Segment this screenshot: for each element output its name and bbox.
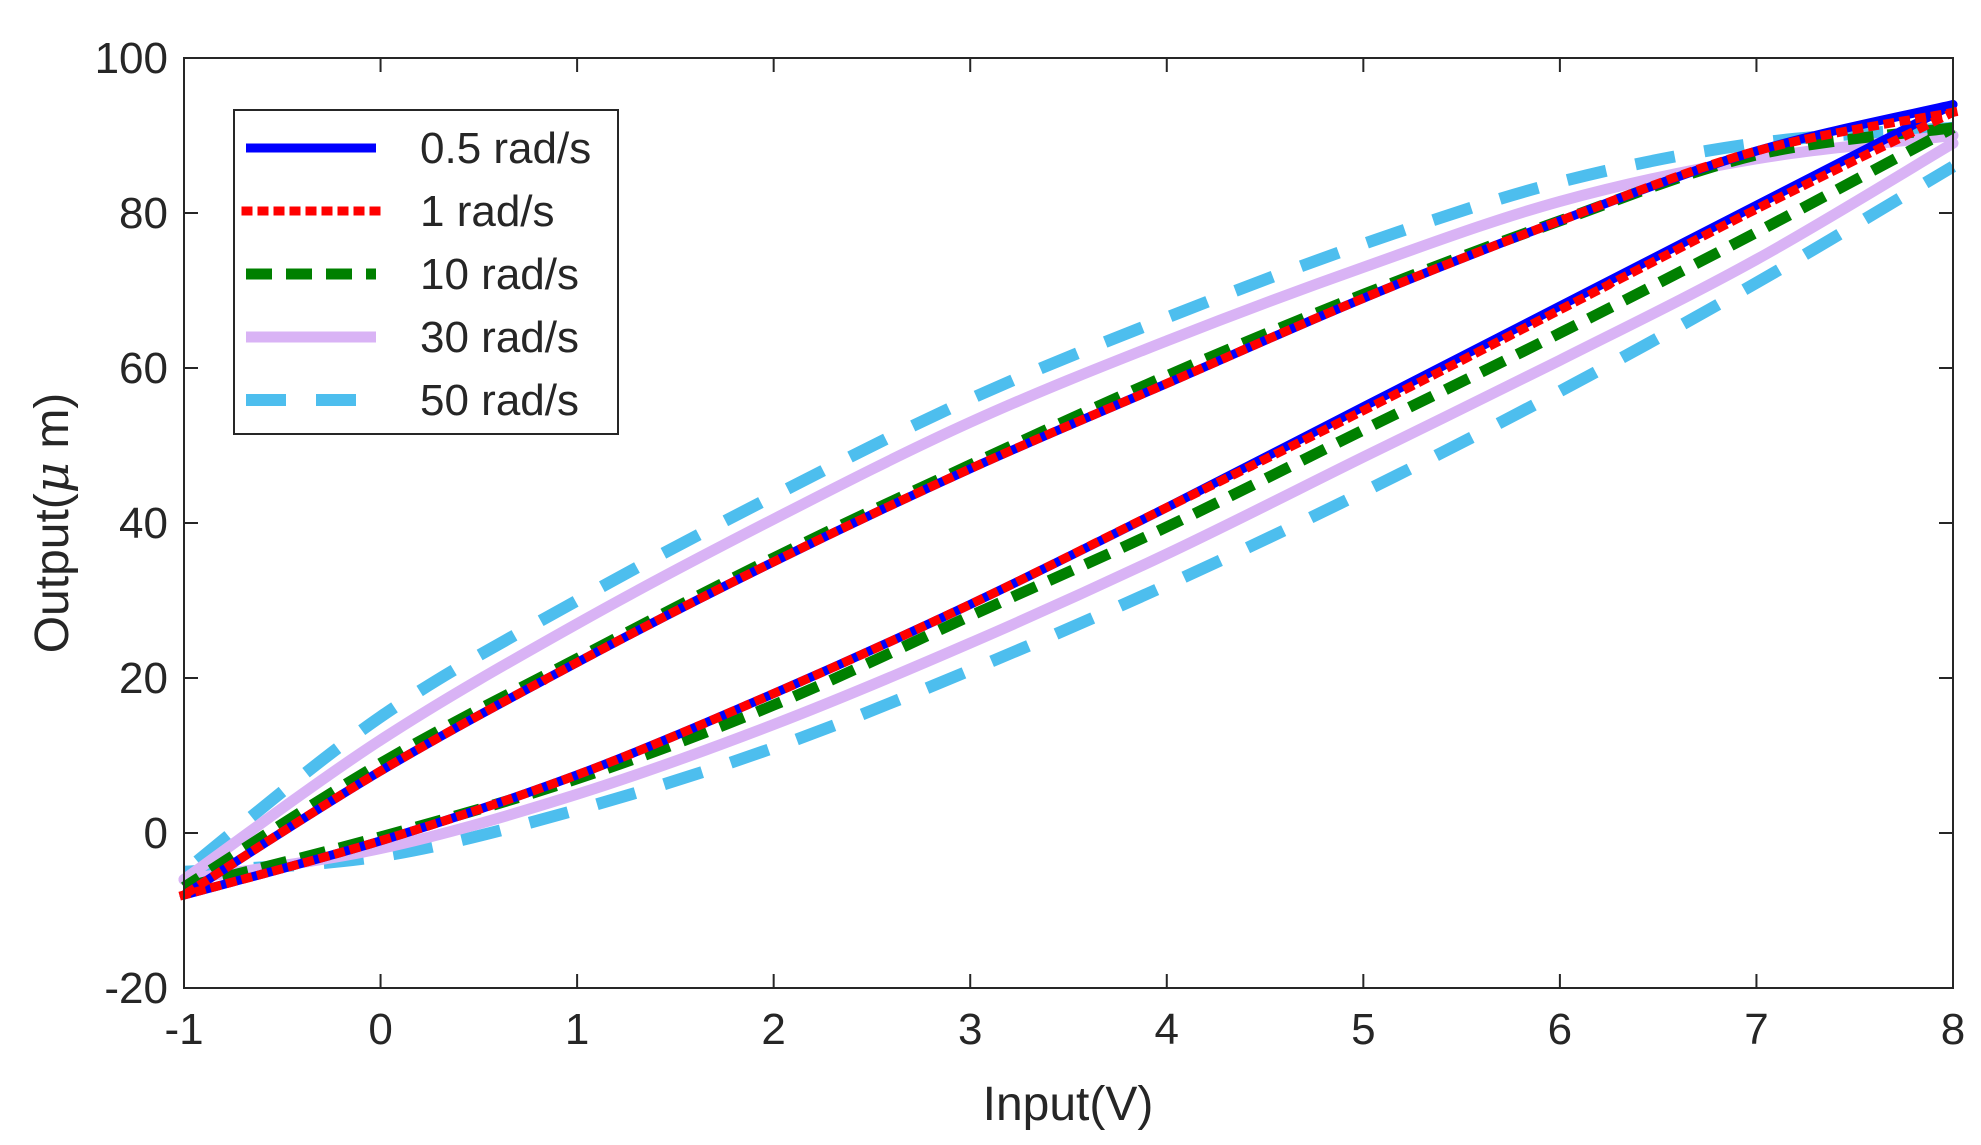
x-tick-label: 1 [565,1005,589,1054]
legend-box [233,109,619,435]
x-tick-label: 5 [1351,1005,1375,1054]
legend-label-30-rad-s: 30 rad/s [420,313,579,362]
y-tick-label: 80 [119,189,168,238]
y-tick-label: 0 [144,809,168,858]
x-tick-labels: -1 0 1 2 3 4 5 6 7 8 [164,1005,1965,1054]
y-tick-label: -20 [104,964,168,1013]
x-tick-label: 0 [368,1005,392,1054]
legend-label-10-rad-s: 10 rad/s [420,250,579,299]
x-axis-title: Input(V) [983,1078,1154,1131]
axis-ticks [183,57,1954,989]
legend: 0.5 rad/s 1 rad/s 10 rad/s 30 rad/s 50 rad/s [233,109,619,435]
series-30-rad-s-ascending-branch [178,137,1959,885]
x-tick-label: 6 [1548,1005,1572,1054]
legend-label-0-5-rad-s: 0.5 rad/s [420,124,591,173]
series-1-rad-s-ascending-branch [178,106,1960,901]
y-axis-title-suffix: m) [26,393,79,462]
y-tick-label: 40 [119,499,168,548]
series-30-rad-s-descending-branch [178,130,1959,885]
x-tick-label: 2 [761,1005,785,1054]
y-axis-title: Output(μ m) [24,393,80,654]
legend-label-50-rad-s: 50 rad/s [420,376,579,425]
x-tick-label: 8 [1941,1005,1965,1054]
series-1-rad-s-descending-branch [177,107,1959,902]
x-tick-label: 3 [958,1005,982,1054]
series-50-rad-s-ascending-branch [183,161,1957,878]
y-tick-labels: -20 0 20 40 60 80 100 [95,34,168,1013]
x-tick-label: -1 [164,1005,203,1054]
y-tick-label: 60 [119,344,168,393]
legend-label-1-rad-s: 1 rad/s [420,187,555,236]
x-tick-label: 7 [1744,1005,1768,1054]
curves-layer [177,100,1960,902]
y-axis-title-mu: μ [24,462,80,493]
x-tick-label: 4 [1155,1005,1179,1054]
y-axis-title-prefix: Output( [26,493,79,653]
y-tick-label: 100 [95,34,168,83]
y-tick-label: 20 [119,654,168,703]
series-50-rad-s-descending-branch [180,121,1954,877]
